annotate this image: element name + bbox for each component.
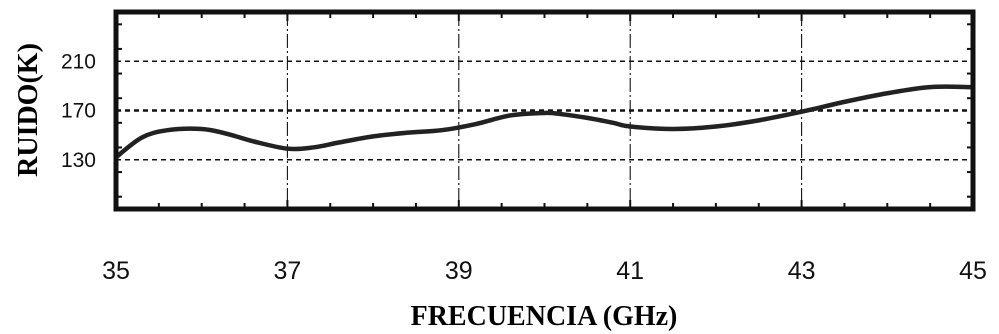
y-axis-title: RUIDO(K)	[13, 43, 44, 177]
x-axis-title: FRECUENCIA (GHz)	[411, 301, 678, 332]
y-tick-labels: 130 170 210	[61, 50, 96, 172]
x-tick-label-37: 37	[273, 257, 301, 285]
series-layer	[113, 84, 976, 160]
x-tick-label-43: 43	[788, 257, 816, 285]
y-tick-label-170: 170	[61, 100, 96, 123]
series-line-0	[113, 84, 976, 160]
x-tick-labels: 35 37 39 41 43 45	[102, 257, 987, 285]
grid-layer	[116, 12, 973, 209]
x-tick-label-41: 41	[616, 257, 644, 285]
plot-frame	[113, 9, 976, 212]
x-tick-label-45: 45	[959, 257, 987, 285]
y-tick-label-130: 130	[61, 149, 96, 172]
x-tick-label-35: 35	[102, 257, 130, 285]
y-tick-label-210: 210	[61, 50, 96, 73]
x-tick-label-39: 39	[445, 257, 473, 285]
